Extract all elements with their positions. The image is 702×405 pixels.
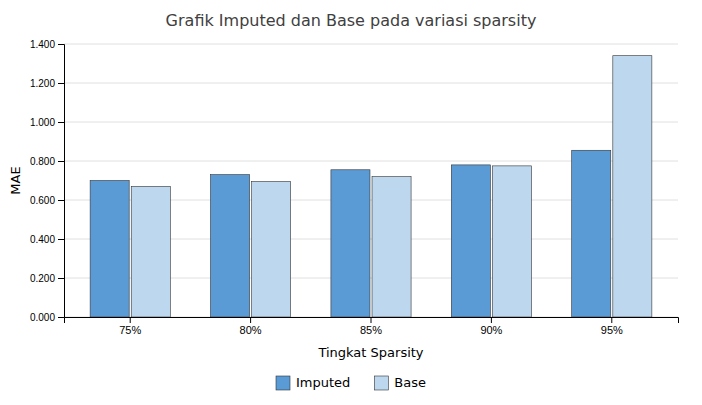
x-tick-mark [611, 317, 612, 323]
y-tick-mark [58, 44, 64, 45]
x-tick-label: 95% [601, 324, 623, 336]
y-tick-mark [58, 278, 64, 279]
y-tick-mark [58, 239, 64, 240]
y-axis: 0.000 0.200 0.400 0.600 0.800 1.000 1.200 1.400 [30, 39, 65, 323]
y-tick-label: 1.200 [30, 78, 55, 89]
y-axis-line [58, 45, 65, 318]
legend-label: Base [394, 375, 426, 390]
y-tick-label: 0.600 [30, 195, 55, 206]
grid [64, 44, 678, 317]
bar-series [131, 56, 652, 317]
y-tick-mark [58, 317, 64, 318]
x-tick: 80% [240, 317, 262, 336]
grid-line [64, 122, 678, 123]
x-tick-label: 85% [360, 324, 382, 336]
legend-swatch [276, 376, 290, 390]
y-tick: 0.800 [30, 156, 64, 167]
y-axis-title: MAE [8, 166, 23, 194]
bar-series [90, 150, 611, 317]
grid-line [64, 44, 678, 45]
x-tick: 85% [360, 317, 382, 336]
x-tick: 90% [480, 317, 502, 336]
y-tick: 1.400 [30, 39, 64, 50]
x-tick-label: 80% [240, 324, 262, 336]
bar [252, 181, 291, 317]
x-axis: 75% 80% 85% 90% 95% [65, 317, 679, 336]
x-tick-mark [130, 317, 131, 323]
legend-swatch [374, 376, 388, 390]
y-tick: 0.000 [30, 312, 64, 323]
y-tick-mark [58, 122, 64, 123]
x-axis-title: Tingkat Sparsity [317, 345, 423, 360]
legend-label: Imputed [296, 375, 350, 390]
y-tick-mark [58, 83, 64, 84]
chart: 0.000 0.200 0.400 0.600 0.800 1.000 1.200 1.400… [0, 0, 702, 405]
y-tick-label: 0.400 [30, 234, 55, 245]
x-tick-label: 90% [480, 324, 502, 336]
x-tick: 95% [601, 317, 623, 336]
x-tick-label: 75% [119, 324, 141, 336]
x-tick-mark [491, 317, 492, 323]
y-tick-label: 0.000 [30, 312, 55, 323]
y-tick: 0.400 [30, 234, 64, 245]
bar [90, 181, 129, 318]
legend-item: Base [374, 375, 426, 391]
y-tick-label: 0.800 [30, 156, 55, 167]
bar [211, 175, 250, 317]
bar [331, 170, 370, 317]
y-tick-mark [58, 200, 64, 201]
bar [131, 186, 170, 317]
y-tick: 1.000 [30, 117, 64, 128]
y-tick-label: 1.400 [30, 39, 55, 50]
x-tick: 75% [119, 317, 141, 336]
legend: Imputed Base [276, 375, 426, 391]
bar [372, 177, 411, 317]
title: Grafik Imputed dan Base pada variasi spa… [166, 11, 537, 30]
legend-item: Imputed [276, 375, 350, 391]
plot-area: 0.000 0.200 0.400 0.600 0.800 1.000 1.200 1.400… [30, 39, 679, 336]
y-tick: 1.200 [30, 78, 64, 89]
bar [451, 165, 490, 317]
y-tick: 0.600 [30, 195, 64, 206]
bar [572, 150, 611, 317]
grid-line [64, 83, 678, 84]
x-tick-mark [371, 317, 372, 323]
x-tick-mark [250, 317, 251, 323]
x-axis-line [65, 318, 679, 324]
bar [492, 166, 531, 317]
y-tick: 0.200 [30, 273, 64, 284]
bar [613, 56, 652, 317]
bars [90, 56, 652, 317]
y-tick-label: 0.200 [30, 273, 55, 284]
y-tick-label: 1.000 [30, 117, 55, 128]
y-tick-mark [58, 161, 64, 162]
